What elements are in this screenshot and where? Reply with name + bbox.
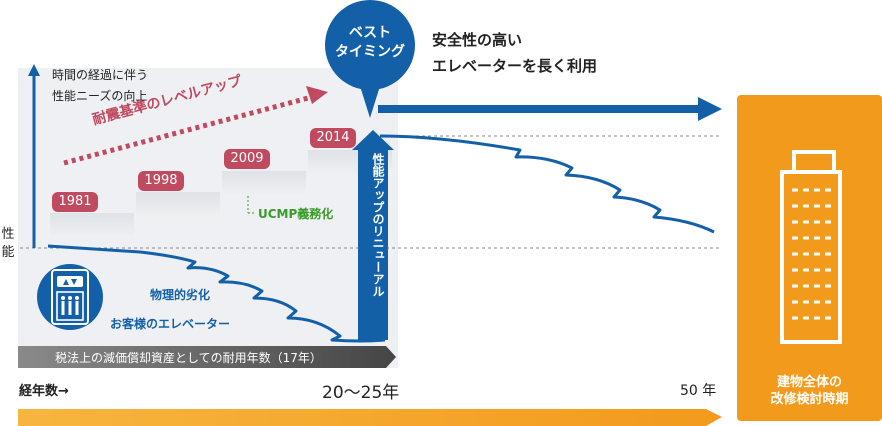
depreciation-bar <box>18 346 396 368</box>
x-axis-label: 経年数→ <box>19 384 69 399</box>
customer-elevator-label: お客様のエレベーター <box>110 317 231 331</box>
long-use-arrow-shaft <box>378 105 700 113</box>
step-1998 <box>136 192 220 216</box>
renovation-caption-line1: 建物全体の <box>776 375 842 390</box>
best-timing-bubble <box>325 0 415 90</box>
safety-caption: 安全性の高い エレベーターを長く利用 <box>432 27 597 79</box>
best-timing-line1: ベスト <box>348 25 392 41</box>
renewal-arrowhead <box>352 130 394 150</box>
performance-needs-line2: 性能ニーズの向上 <box>52 89 148 103</box>
safety-caption-line2: エレベーターを長く利用 <box>432 57 598 75</box>
renovation-caption-line2: 改修検討時期 <box>770 392 849 407</box>
x-tick-end: 50 年 <box>680 383 717 399</box>
performance-needs-note: 時間の経過に伴う 性能ニーズの向上 <box>52 65 148 107</box>
x-tick-mid: 20～25年 <box>322 383 400 403</box>
y-axis-char2: 能 <box>1 245 15 260</box>
step-1981 <box>50 213 134 237</box>
long-use-arrowhead <box>698 97 722 121</box>
physical-deterioration-label: 物理的劣化 <box>150 288 211 302</box>
best-timing-line2: タイミング <box>335 44 405 60</box>
renovation-caption: 建物全体の 改修検討時期 <box>737 374 882 408</box>
year-badge-2014: 2014 <box>310 128 356 148</box>
elevator-icon <box>37 264 103 330</box>
renewal-arrow-shaft <box>358 148 388 340</box>
trend-arrow-line <box>63 94 313 166</box>
timeline-arrow <box>18 409 722 426</box>
renovation-panel <box>737 95 882 421</box>
performance-needs-line1: 時間の経過に伴う <box>52 68 149 82</box>
y-axis-label: 性 能 <box>1 226 15 262</box>
deterioration-curve-2 <box>379 134 715 234</box>
renewal-label: 性能アップのリニューアル <box>371 153 385 297</box>
y-axis-char1: 性 <box>1 227 15 242</box>
deterioration-curve-1 <box>47 244 386 343</box>
depreciation-bar-text: 税法上の減価償却資産としての耐用年数（17年） <box>55 351 322 365</box>
safety-caption-line1: 安全性の高い <box>432 31 523 49</box>
best-timing-text: ベスト タイミング <box>325 24 415 62</box>
ucmp-label: UCMP義務化 <box>258 207 334 221</box>
year-badge-2009: 2009 <box>224 149 270 169</box>
bubble-pointer <box>360 86 380 118</box>
step-2009 <box>222 171 306 195</box>
year-badge-1998: 1998 <box>138 171 184 191</box>
building-icon <box>780 150 842 344</box>
y-axis-arrowhead <box>28 64 40 76</box>
trend-arrowhead <box>306 86 328 104</box>
year-badge-1981: 1981 <box>52 192 98 212</box>
